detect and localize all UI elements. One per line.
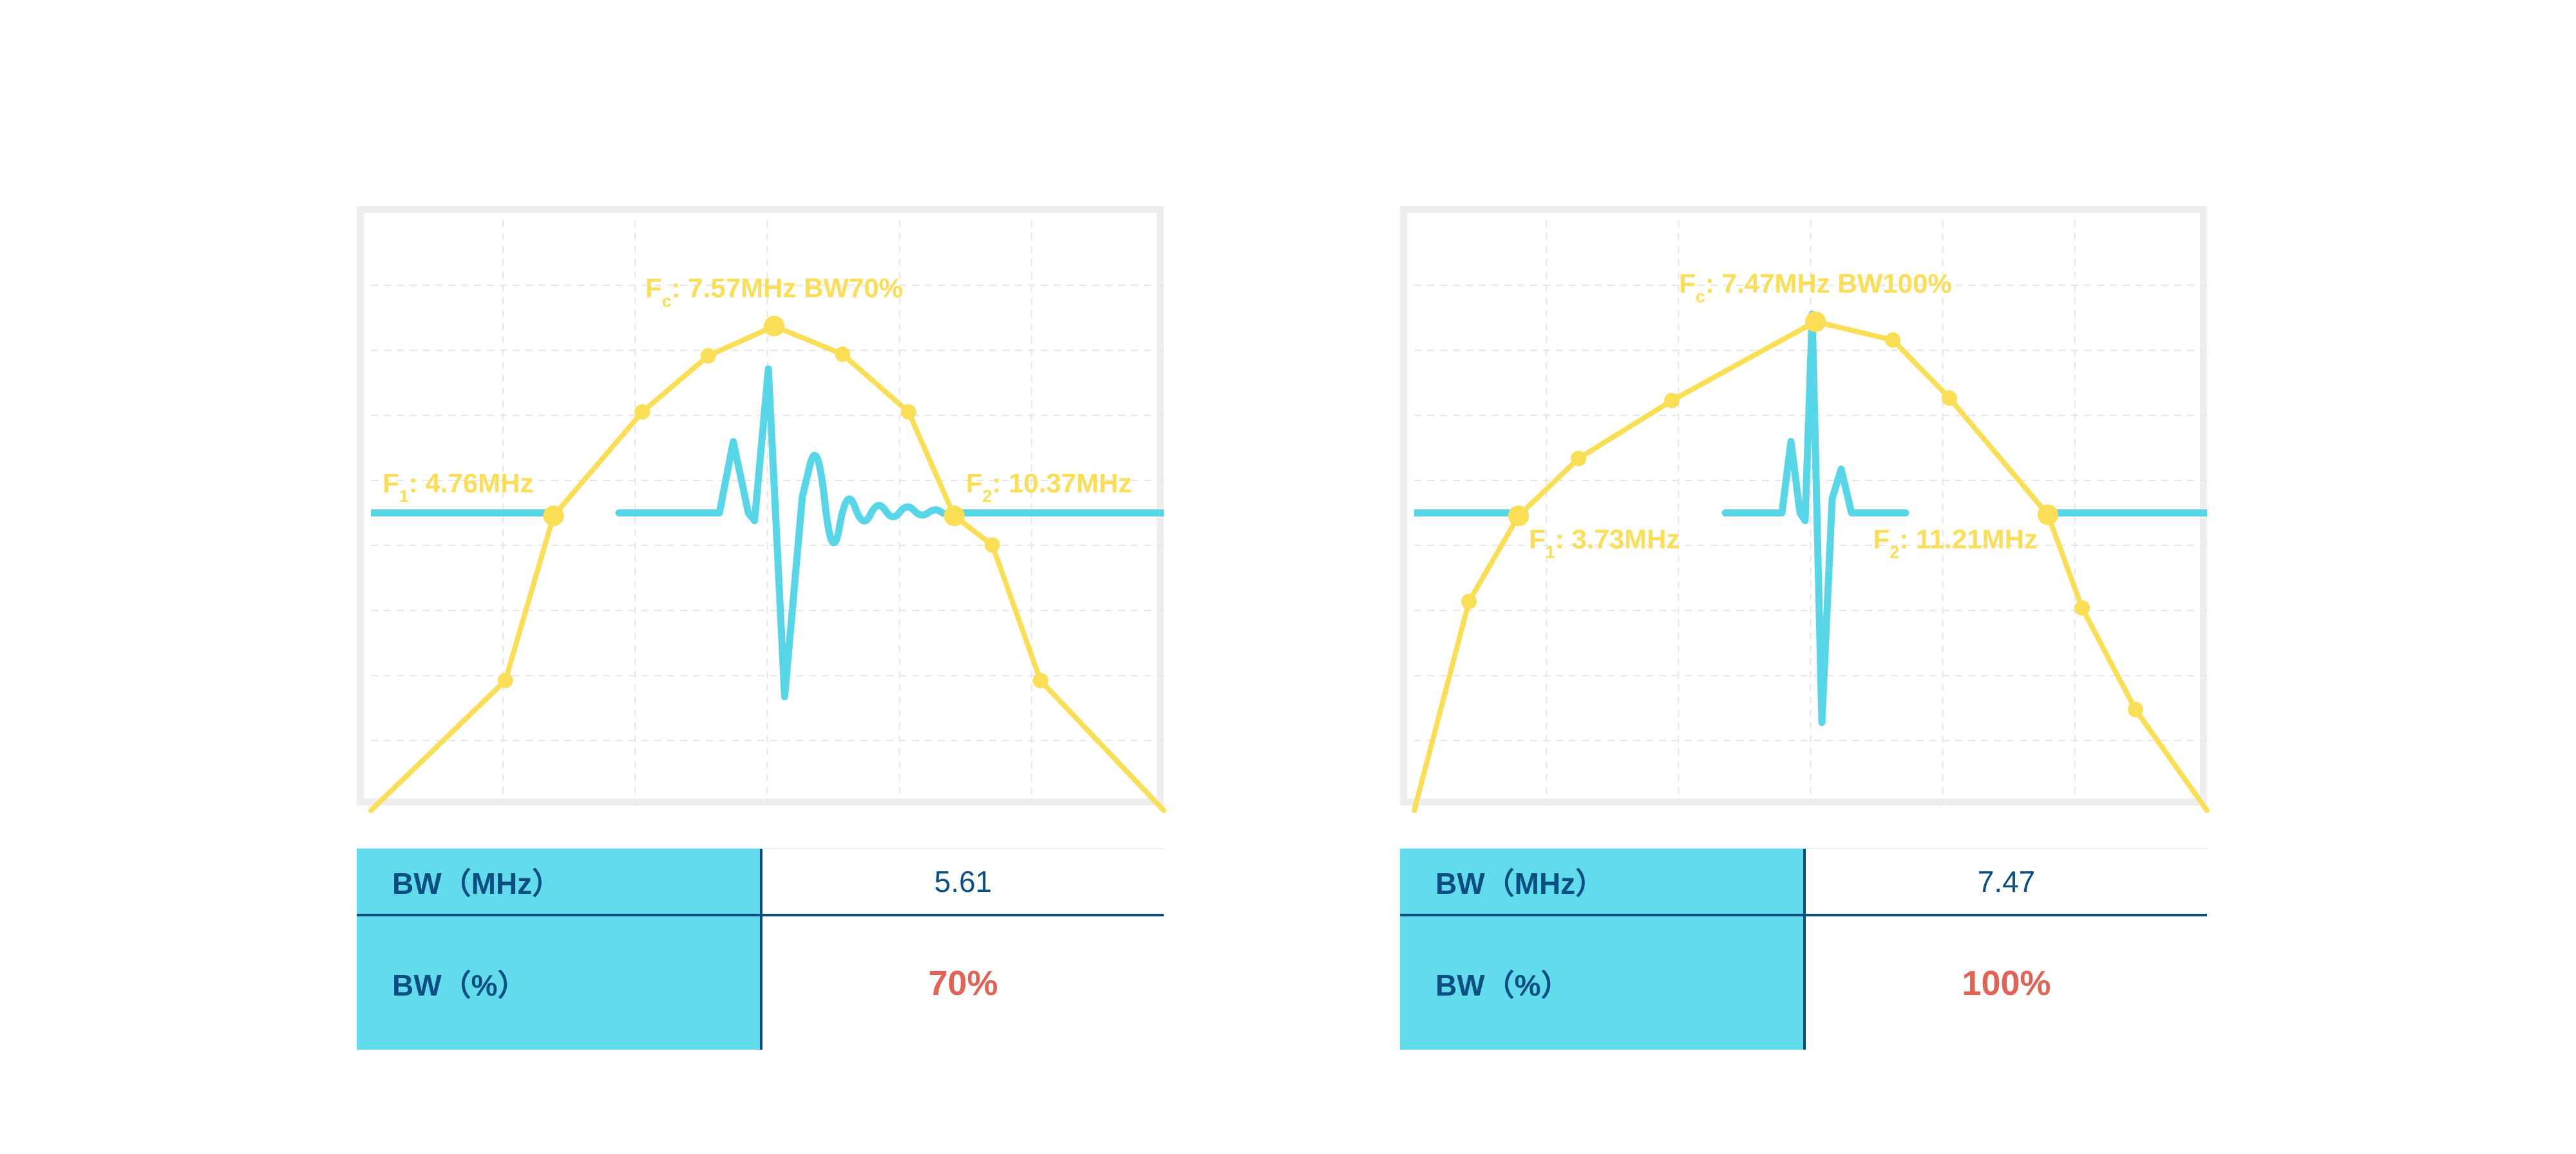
svg-text:F1: 4.76MHz: F1: 4.76MHz xyxy=(383,468,533,506)
svg-text:Fc: 7.47MHz BW100%: Fc: 7.47MHz BW100% xyxy=(1679,269,1951,307)
svg-text:F1: 3.73MHz: F1: 3.73MHz xyxy=(1529,524,1680,562)
svg-text:F2: 10.37MHz: F2: 10.37MHz xyxy=(966,468,1132,506)
svg-text:Fc: 7.57MHz BW70%: Fc: 7.57MHz BW70% xyxy=(645,272,903,310)
svg-text:F2: 11.21MHz: F2: 11.21MHz xyxy=(1873,524,2038,562)
